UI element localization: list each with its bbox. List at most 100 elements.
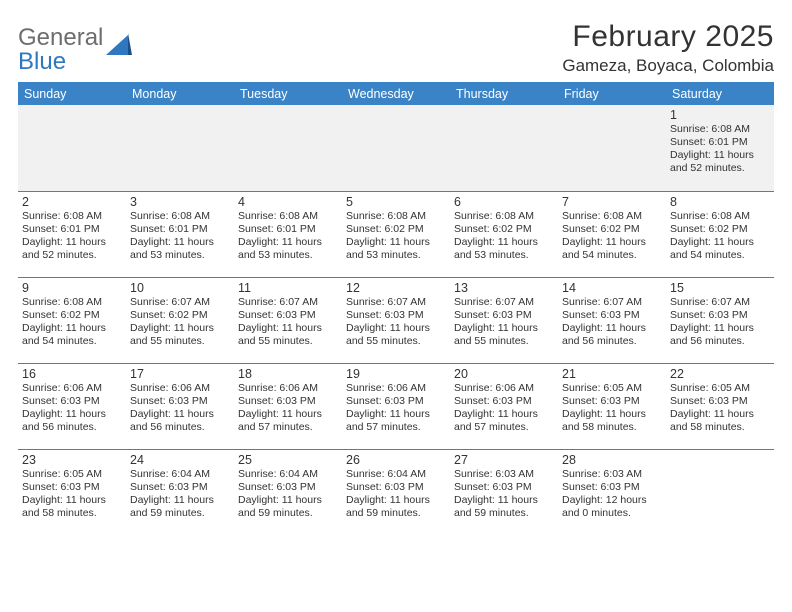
day-info: Sunrise: 6:08 AMSunset: 6:01 PMDaylight:… [22, 210, 122, 263]
calendar-day-cell: 16Sunrise: 6:06 AMSunset: 6:03 PMDayligh… [18, 363, 126, 449]
day-number: 13 [454, 281, 554, 295]
day-number: 19 [346, 367, 446, 381]
calendar-day-cell: 28Sunrise: 6:03 AMSunset: 6:03 PMDayligh… [558, 449, 666, 535]
day-header: Sunday [18, 83, 126, 106]
day-info: Sunrise: 6:07 AMSunset: 6:03 PMDaylight:… [562, 296, 662, 349]
daylight-text: Daylight: 11 hours and 58 minutes. [670, 408, 770, 434]
calendar-day-cell: 12Sunrise: 6:07 AMSunset: 6:03 PMDayligh… [342, 277, 450, 363]
sunrise-text: Sunrise: 6:04 AM [346, 468, 446, 481]
sunset-text: Sunset: 6:03 PM [130, 395, 230, 408]
title-block: February 2025 Gameza, Boyaca, Colombia [562, 20, 774, 76]
calendar-week-row: 23Sunrise: 6:05 AMSunset: 6:03 PMDayligh… [18, 449, 774, 535]
day-number: 5 [346, 195, 446, 209]
daylight-text: Daylight: 11 hours and 53 minutes. [130, 236, 230, 262]
calendar-day-cell: 1Sunrise: 6:08 AMSunset: 6:01 PMDaylight… [666, 105, 774, 191]
sunset-text: Sunset: 6:02 PM [454, 223, 554, 236]
daylight-text: Daylight: 11 hours and 59 minutes. [454, 494, 554, 520]
calendar-day-cell: 7Sunrise: 6:08 AMSunset: 6:02 PMDaylight… [558, 191, 666, 277]
day-header: Tuesday [234, 83, 342, 106]
sunrise-text: Sunrise: 6:07 AM [346, 296, 446, 309]
day-info: Sunrise: 6:03 AMSunset: 6:03 PMDaylight:… [454, 468, 554, 521]
sunset-text: Sunset: 6:03 PM [670, 395, 770, 408]
calendar-day-cell: 8Sunrise: 6:08 AMSunset: 6:02 PMDaylight… [666, 191, 774, 277]
daylight-text: Daylight: 11 hours and 57 minutes. [346, 408, 446, 434]
calendar-day-cell: 23Sunrise: 6:05 AMSunset: 6:03 PMDayligh… [18, 449, 126, 535]
day-number: 26 [346, 453, 446, 467]
logo-sail-icon [106, 33, 132, 55]
sunrise-text: Sunrise: 6:03 AM [454, 468, 554, 481]
location: Gameza, Boyaca, Colombia [562, 56, 774, 76]
calendar-empty-cell [126, 105, 234, 191]
day-info: Sunrise: 6:06 AMSunset: 6:03 PMDaylight:… [454, 382, 554, 435]
sunrise-text: Sunrise: 6:06 AM [346, 382, 446, 395]
calendar-day-cell: 22Sunrise: 6:05 AMSunset: 6:03 PMDayligh… [666, 363, 774, 449]
calendar-day-cell: 9Sunrise: 6:08 AMSunset: 6:02 PMDaylight… [18, 277, 126, 363]
day-number: 24 [130, 453, 230, 467]
sunrise-text: Sunrise: 6:08 AM [22, 210, 122, 223]
day-info: Sunrise: 6:06 AMSunset: 6:03 PMDaylight:… [130, 382, 230, 435]
calendar-empty-cell [666, 449, 774, 535]
daylight-text: Daylight: 11 hours and 59 minutes. [346, 494, 446, 520]
sunset-text: Sunset: 6:01 PM [238, 223, 338, 236]
sunset-text: Sunset: 6:03 PM [562, 309, 662, 322]
calendar-day-cell: 5Sunrise: 6:08 AMSunset: 6:02 PMDaylight… [342, 191, 450, 277]
day-number: 8 [670, 195, 770, 209]
calendar-week-row: 16Sunrise: 6:06 AMSunset: 6:03 PMDayligh… [18, 363, 774, 449]
day-number: 4 [238, 195, 338, 209]
day-number: 17 [130, 367, 230, 381]
sunrise-text: Sunrise: 6:08 AM [454, 210, 554, 223]
daylight-text: Daylight: 11 hours and 53 minutes. [238, 236, 338, 262]
day-number: 10 [130, 281, 230, 295]
day-info: Sunrise: 6:08 AMSunset: 6:02 PMDaylight:… [346, 210, 446, 263]
sunset-text: Sunset: 6:03 PM [22, 481, 122, 494]
daylight-text: Daylight: 11 hours and 56 minutes. [22, 408, 122, 434]
day-number: 14 [562, 281, 662, 295]
sunrise-text: Sunrise: 6:03 AM [562, 468, 662, 481]
sunset-text: Sunset: 6:03 PM [346, 395, 446, 408]
calendar-day-cell: 14Sunrise: 6:07 AMSunset: 6:03 PMDayligh… [558, 277, 666, 363]
daylight-text: Daylight: 11 hours and 56 minutes. [670, 322, 770, 348]
calendar-day-cell: 26Sunrise: 6:04 AMSunset: 6:03 PMDayligh… [342, 449, 450, 535]
day-info: Sunrise: 6:03 AMSunset: 6:03 PMDaylight:… [562, 468, 662, 521]
calendar-empty-cell [234, 105, 342, 191]
sunset-text: Sunset: 6:03 PM [670, 309, 770, 322]
calendar-empty-cell [558, 105, 666, 191]
calendar-day-cell: 10Sunrise: 6:07 AMSunset: 6:02 PMDayligh… [126, 277, 234, 363]
day-info: Sunrise: 6:08 AMSunset: 6:02 PMDaylight:… [454, 210, 554, 263]
sunrise-text: Sunrise: 6:07 AM [130, 296, 230, 309]
day-header: Wednesday [342, 83, 450, 106]
day-number: 21 [562, 367, 662, 381]
logo-part1: General [18, 24, 103, 51]
day-header: Monday [126, 83, 234, 106]
calendar-week-row: 9Sunrise: 6:08 AMSunset: 6:02 PMDaylight… [18, 277, 774, 363]
sunrise-text: Sunrise: 6:08 AM [238, 210, 338, 223]
daylight-text: Daylight: 11 hours and 58 minutes. [562, 408, 662, 434]
sunrise-text: Sunrise: 6:05 AM [22, 468, 122, 481]
sunrise-text: Sunrise: 6:06 AM [454, 382, 554, 395]
month-title: February 2025 [562, 20, 774, 54]
day-number: 22 [670, 367, 770, 381]
sunset-text: Sunset: 6:03 PM [346, 309, 446, 322]
calendar-table: Sunday Monday Tuesday Wednesday Thursday… [18, 82, 774, 535]
daylight-text: Daylight: 11 hours and 52 minutes. [22, 236, 122, 262]
sunset-text: Sunset: 6:03 PM [346, 481, 446, 494]
day-info: Sunrise: 6:06 AMSunset: 6:03 PMDaylight:… [22, 382, 122, 435]
daylight-text: Daylight: 11 hours and 53 minutes. [346, 236, 446, 262]
day-header: Thursday [450, 83, 558, 106]
calendar-day-cell: 13Sunrise: 6:07 AMSunset: 6:03 PMDayligh… [450, 277, 558, 363]
sunrise-text: Sunrise: 6:06 AM [238, 382, 338, 395]
day-number: 3 [130, 195, 230, 209]
daylight-text: Daylight: 11 hours and 55 minutes. [454, 322, 554, 348]
daylight-text: Daylight: 11 hours and 52 minutes. [670, 149, 770, 175]
daylight-text: Daylight: 11 hours and 57 minutes. [238, 408, 338, 434]
sunrise-text: Sunrise: 6:05 AM [562, 382, 662, 395]
calendar-body: 1Sunrise: 6:08 AMSunset: 6:01 PMDaylight… [18, 105, 774, 535]
sunrise-text: Sunrise: 6:08 AM [670, 210, 770, 223]
sunset-text: Sunset: 6:02 PM [346, 223, 446, 236]
calendar-day-cell: 25Sunrise: 6:04 AMSunset: 6:03 PMDayligh… [234, 449, 342, 535]
daylight-text: Daylight: 11 hours and 55 minutes. [238, 322, 338, 348]
daylight-text: Daylight: 11 hours and 55 minutes. [346, 322, 446, 348]
calendar-week-row: 2Sunrise: 6:08 AMSunset: 6:01 PMDaylight… [18, 191, 774, 277]
day-number: 25 [238, 453, 338, 467]
daylight-text: Daylight: 11 hours and 58 minutes. [22, 494, 122, 520]
